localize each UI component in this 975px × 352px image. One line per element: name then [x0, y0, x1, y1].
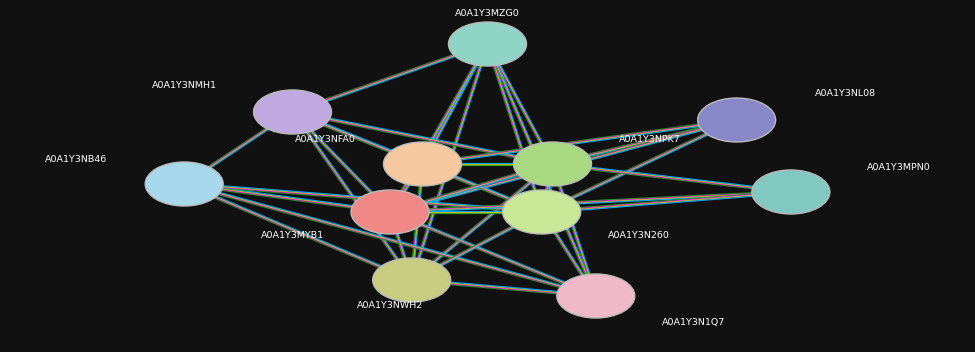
- Ellipse shape: [372, 258, 450, 302]
- Text: A0A1Y3N1Q7: A0A1Y3N1Q7: [662, 318, 725, 327]
- Text: A0A1Y3N260: A0A1Y3N260: [608, 232, 670, 240]
- Ellipse shape: [448, 22, 526, 66]
- Ellipse shape: [752, 170, 830, 214]
- Text: A0A1Y3NB46: A0A1Y3NB46: [45, 156, 107, 164]
- Text: A0A1Y3NFA0: A0A1Y3NFA0: [294, 136, 356, 145]
- Text: A0A1Y3MZG0: A0A1Y3MZG0: [455, 10, 520, 19]
- Text: A0A1Y3NL08: A0A1Y3NL08: [814, 89, 876, 99]
- Ellipse shape: [383, 142, 461, 186]
- Text: A0A1Y3MPN0: A0A1Y3MPN0: [868, 163, 931, 172]
- Ellipse shape: [254, 90, 332, 134]
- Text: A0A1Y3MYB1: A0A1Y3MYB1: [261, 232, 324, 240]
- Text: A0A1Y3NMH1: A0A1Y3NMH1: [152, 82, 216, 90]
- Ellipse shape: [351, 190, 429, 234]
- Ellipse shape: [503, 190, 581, 234]
- Ellipse shape: [514, 142, 592, 186]
- Ellipse shape: [557, 274, 635, 318]
- Text: A0A1Y3NPK7: A0A1Y3NPK7: [619, 136, 681, 145]
- Ellipse shape: [145, 162, 223, 206]
- Text: A0A1Y3NWH2: A0A1Y3NWH2: [357, 302, 423, 310]
- Ellipse shape: [698, 98, 776, 142]
